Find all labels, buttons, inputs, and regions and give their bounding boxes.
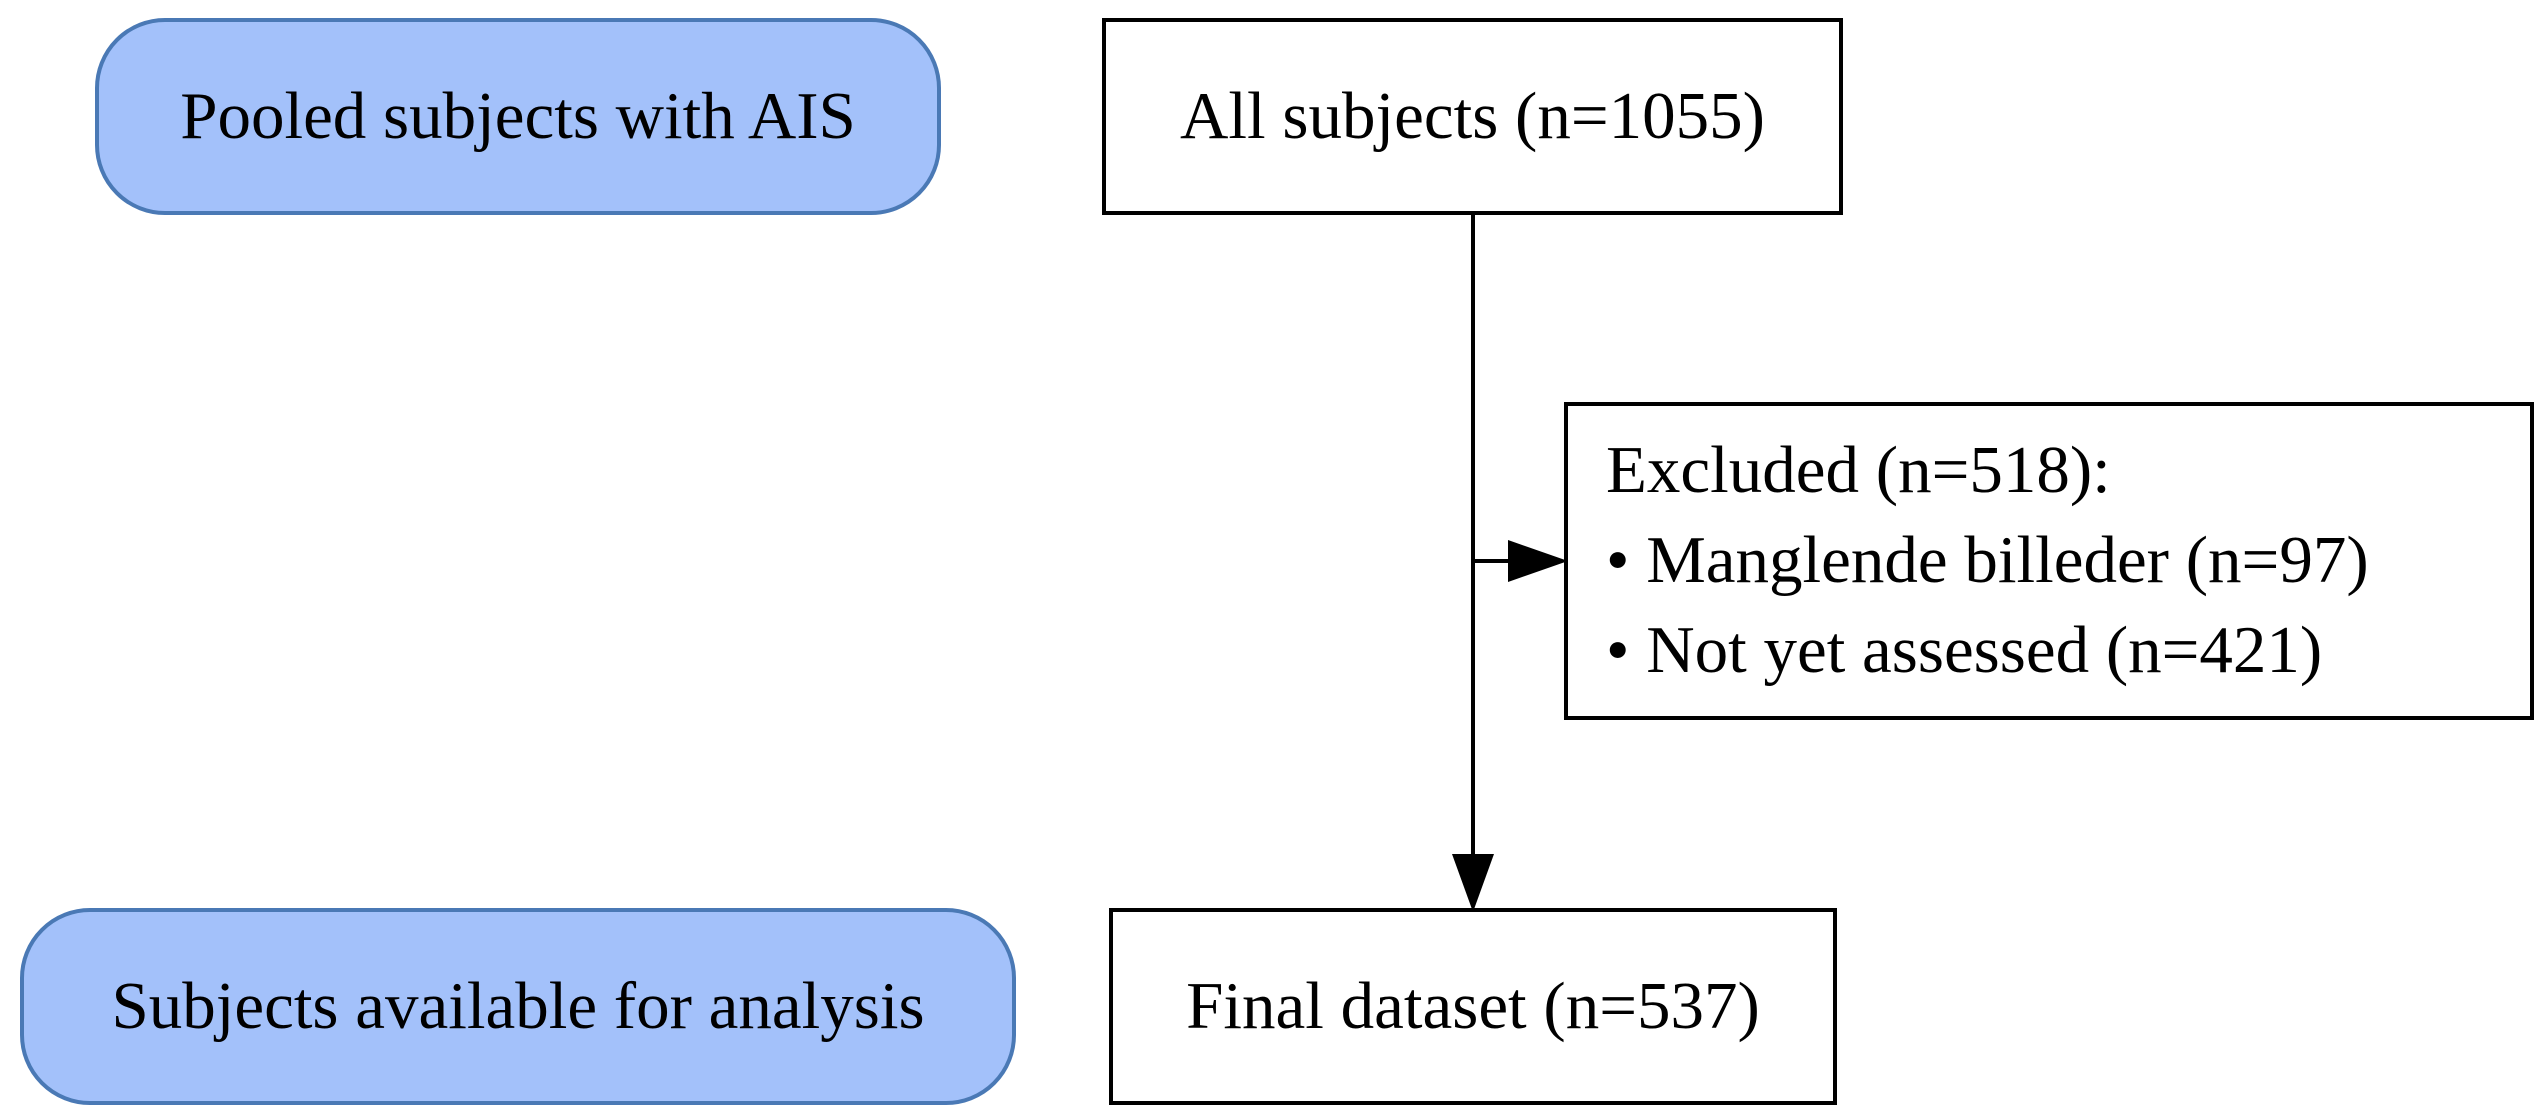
- stage-label-pooled: Pooled subjects with AIS: [180, 79, 856, 153]
- final-dataset-label: Final dataset (n=537): [1186, 969, 1760, 1043]
- excluded-content: Excluded (n=518): • Manglende billeder (…: [1606, 425, 2516, 695]
- final-dataset-box: [1109, 908, 1837, 1105]
- stage-label-available: Subjects available for analysis: [111, 969, 925, 1043]
- excluded-box: [1564, 402, 2534, 720]
- excluded-branch-arrowhead: [1508, 540, 1568, 582]
- stage-pill-pooled: [95, 18, 941, 215]
- stage-pill-available: [20, 908, 1016, 1105]
- main-flow-arrowhead: [1452, 854, 1494, 912]
- excluded-reason-not-assessed: • Not yet assessed (n=421): [1606, 613, 2323, 687]
- all-subjects-label: All subjects (n=1055): [1180, 79, 1765, 153]
- excluded-title: Excluded (n=518):: [1606, 433, 2111, 507]
- excluded-reason-missing-images: • Manglende billeder (n=97): [1606, 523, 2369, 597]
